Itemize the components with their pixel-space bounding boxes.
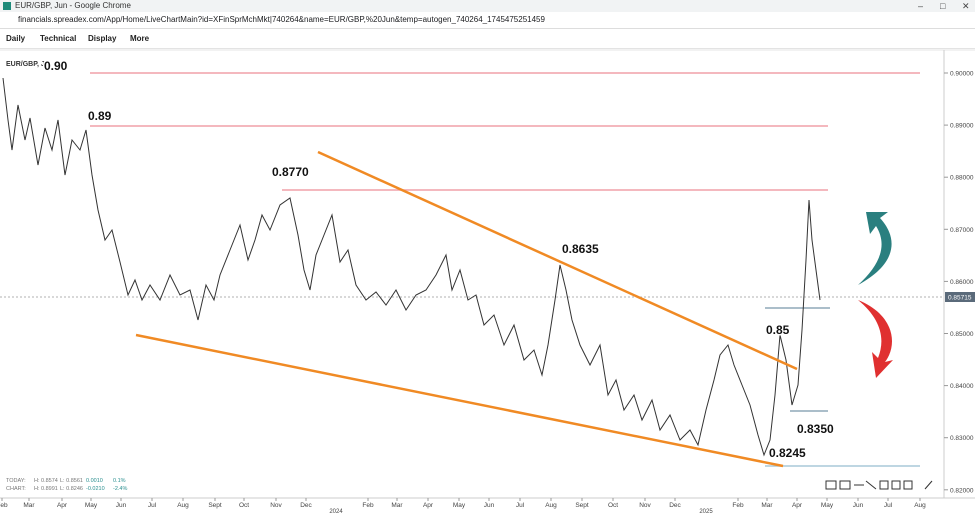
price-label: 0.86000: [950, 279, 974, 286]
stat-text: -0.0210: [86, 486, 105, 492]
stat-text: 0.0010: [86, 478, 103, 484]
current-price-tag: [945, 292, 975, 302]
month-label: Mar: [23, 502, 35, 509]
month-label: Aug: [914, 502, 926, 509]
price-annotation: 0.90: [44, 59, 68, 73]
address-bar[interactable]: financials.spreadex.com/App/Home/LiveCha…: [0, 12, 975, 29]
drawing-tools[interactable]: [825, 480, 933, 490]
price-label: 0.89000: [950, 123, 974, 130]
price-label: 0.83000: [950, 435, 974, 442]
menu-button[interactable]: Daily: [6, 34, 26, 43]
price-label: 0.88000: [950, 175, 974, 182]
price-label: 0.85000: [950, 331, 974, 338]
month-label: Mar: [761, 502, 773, 509]
month-label: Jun: [484, 502, 495, 509]
price-annotation: 0.8635: [562, 242, 599, 256]
stat-text: TODAY:: [6, 478, 26, 484]
price-label: 0.87000: [950, 227, 974, 234]
maximize-button[interactable]: □: [940, 1, 946, 11]
stat-text: CHART:: [6, 486, 26, 492]
menu-button[interactable]: Technical: [40, 34, 77, 43]
url: financials.spreadex.com/App/Home/LiveCha…: [18, 15, 545, 24]
month-label: Jun: [116, 502, 127, 509]
stat-text: 0.1%: [113, 478, 126, 484]
price-annotation: 0.8245: [769, 446, 806, 460]
menu-button[interactable]: More: [130, 34, 150, 43]
price-annotation: 0.8350: [797, 422, 834, 436]
month-label: May: [85, 502, 98, 509]
month-label: Jul: [148, 502, 157, 509]
month-label: Oct: [239, 502, 249, 509]
stat-text: -2.4%: [113, 486, 127, 492]
price-annotation: 0.85: [766, 323, 790, 337]
minimize-button[interactable]: –: [918, 1, 924, 11]
year-label: 2024: [329, 509, 343, 513]
month-label: Oct: [608, 502, 618, 509]
price-label: 0.84000: [950, 383, 974, 390]
month-label: Dec: [669, 502, 681, 509]
year-label: 2025: [699, 509, 713, 513]
month-label: Feb: [362, 502, 374, 509]
stat-text: H: 0.8574: [34, 478, 58, 484]
month-label: Apr: [423, 502, 434, 509]
stat-text: H: 0.8991: [34, 486, 58, 492]
price-label: 0.90000: [950, 71, 974, 78]
app-icon: [3, 2, 11, 10]
menu-button[interactable]: Display: [88, 34, 117, 43]
current-price: 0.85715: [948, 295, 972, 302]
month-label: Sept: [208, 502, 222, 509]
month-label: Jul: [884, 502, 893, 509]
toolbar: Daily Technical Display More: [0, 30, 975, 49]
month-label: Dec: [300, 502, 312, 509]
title-bar: EUR/GBP, Jun - Google Chrome – □ ✕: [0, 0, 975, 12]
up-arrow: [858, 212, 892, 285]
month-label: Sept: [575, 502, 589, 509]
month-label: Aug: [177, 502, 189, 509]
month-label: Mar: [391, 502, 403, 509]
down-arrow: [858, 300, 893, 378]
price-trace: [2, 77, 821, 457]
close-button[interactable]: ✕: [962, 1, 970, 11]
month-label: Aug: [545, 502, 557, 509]
price-label: 0.82000: [950, 487, 974, 494]
window-title: EUR/GBP, Jun - Google Chrome: [15, 1, 131, 10]
month-label: Apr: [792, 502, 803, 509]
month-label: May: [821, 502, 834, 509]
stat-text: L: 0.8246: [60, 486, 83, 492]
month-label: Feb: [732, 502, 744, 509]
month-label: May: [453, 502, 466, 509]
month-label: Feb: [0, 502, 8, 509]
trend-line: [135, 333, 784, 468]
month-label: Jun: [853, 502, 864, 509]
month-label: Jul: [516, 502, 525, 509]
price-annotation: 0.8770: [272, 165, 309, 179]
price-annotation: 0.89: [88, 109, 112, 123]
stat-text: L: 0.8561: [60, 478, 83, 484]
month-label: Apr: [57, 502, 68, 509]
month-label: Nov: [639, 502, 651, 509]
month-label: Nov: [270, 502, 282, 509]
trend-line: [317, 150, 798, 371]
instrument-label: EUR/GBP, JU: [6, 61, 50, 68]
